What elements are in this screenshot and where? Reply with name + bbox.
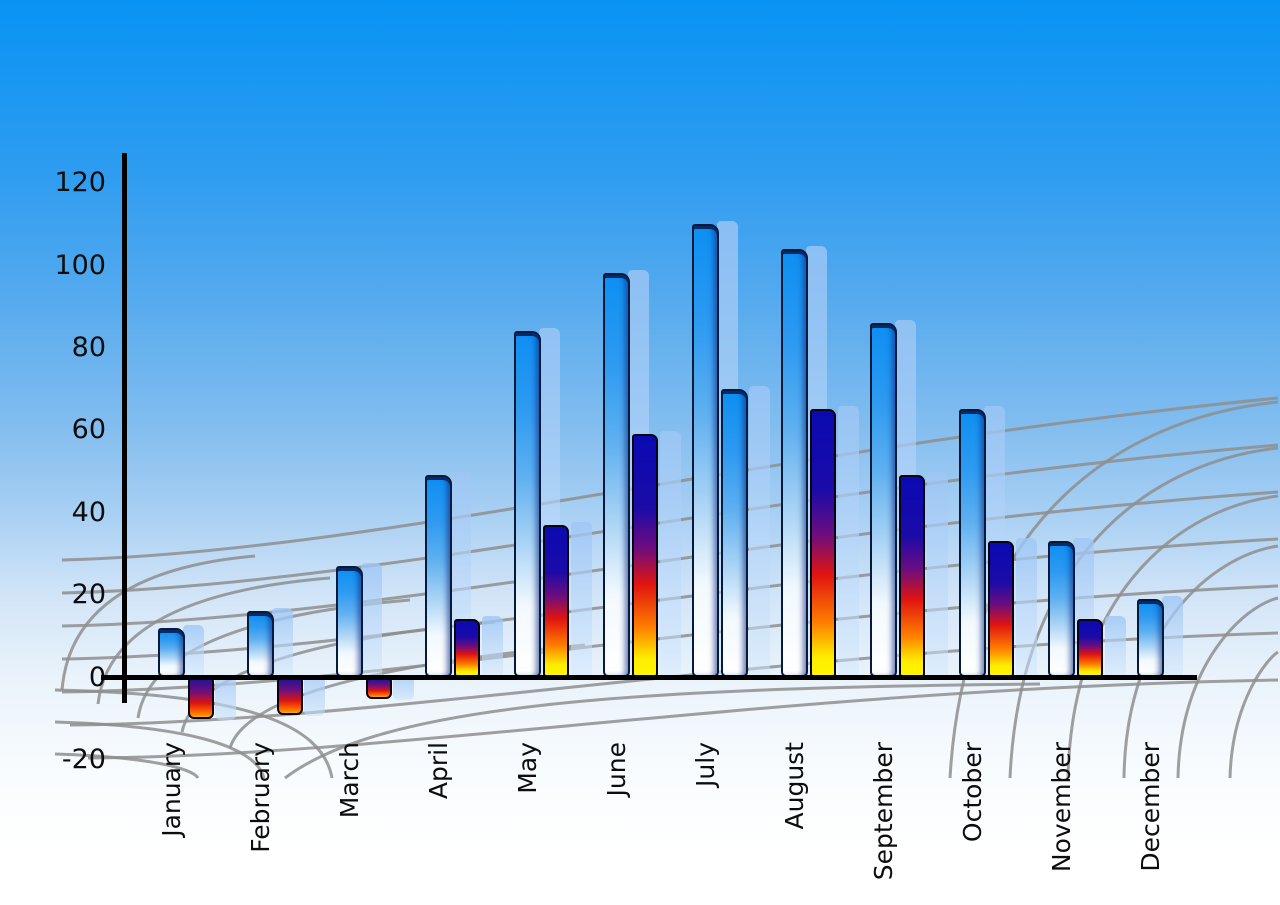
bar-september-secondary <box>899 475 925 677</box>
bar-july-secondary <box>721 388 748 677</box>
echo-bar-february-primary <box>272 608 293 677</box>
x-axis-baseline <box>101 675 1197 680</box>
bar-march-secondary <box>366 678 392 699</box>
x-label-january: January <box>157 742 186 837</box>
y-tick-40: 40 <box>71 496 106 528</box>
y-tick-60: 60 <box>71 414 106 446</box>
echo-bar-december-primary <box>1162 595 1183 677</box>
x-label-april: April <box>424 742 453 800</box>
echo-bar-january-primary <box>183 624 204 677</box>
bar-april-secondary <box>454 619 480 677</box>
bar-december-primary <box>1137 598 1164 677</box>
echo-bar-january-secondary <box>215 679 236 721</box>
bar-may-secondary <box>543 524 569 677</box>
echo-bar-june-secondary <box>660 431 681 677</box>
bar-november-primary <box>1048 541 1075 677</box>
y-tick-120: 120 <box>54 167 106 199</box>
echo-bar-may-secondary <box>571 521 592 677</box>
echo-bar-september-secondary <box>927 472 948 677</box>
bar-october-primary <box>959 409 986 677</box>
y-tick-100: 100 <box>54 249 106 281</box>
x-label-august: August <box>780 742 809 830</box>
y-tick-80: 80 <box>71 332 106 364</box>
echo-bar-october-secondary <box>1016 538 1037 677</box>
echo-bar-march-secondary <box>393 679 414 700</box>
x-label-june: June <box>602 742 631 797</box>
echo-bar-july-secondary <box>749 385 770 677</box>
y-axis-line <box>122 153 127 703</box>
echo-bar-february-secondary <box>304 679 325 717</box>
bar-march-primary <box>336 565 363 677</box>
bar-august-secondary <box>810 409 836 677</box>
bar-february-secondary <box>277 678 303 716</box>
x-label-may: May <box>513 742 542 794</box>
bar-august-primary <box>781 248 808 677</box>
bar-july-primary <box>692 224 719 677</box>
bar-april-primary <box>425 475 452 677</box>
y-tick--20: -20 <box>61 743 106 775</box>
x-label-october: October <box>958 742 987 843</box>
x-label-december: December <box>1136 742 1165 872</box>
echo-bar-march-primary <box>361 562 382 677</box>
echo-bar-november-secondary <box>1105 616 1126 677</box>
bar-may-primary <box>514 331 541 677</box>
x-label-july: July <box>691 742 720 787</box>
bar-january-primary <box>158 627 185 677</box>
bar-november-secondary <box>1077 619 1103 677</box>
echo-bar-august-secondary <box>838 406 859 677</box>
bar-january-secondary <box>188 678 214 720</box>
bar-june-secondary <box>632 434 658 677</box>
x-label-november: November <box>1047 742 1076 873</box>
bar-february-primary <box>247 611 274 677</box>
x-label-september: September <box>869 742 898 881</box>
echo-bar-april-secondary <box>482 616 503 677</box>
bar-september-primary <box>870 322 897 677</box>
x-label-february: February <box>246 742 275 853</box>
y-tick-20: 20 <box>71 579 106 611</box>
bar-june-primary <box>603 273 630 677</box>
x-label-march: March <box>335 742 364 819</box>
y-tick-0: 0 <box>88 661 106 693</box>
bar-october-secondary <box>988 541 1014 677</box>
